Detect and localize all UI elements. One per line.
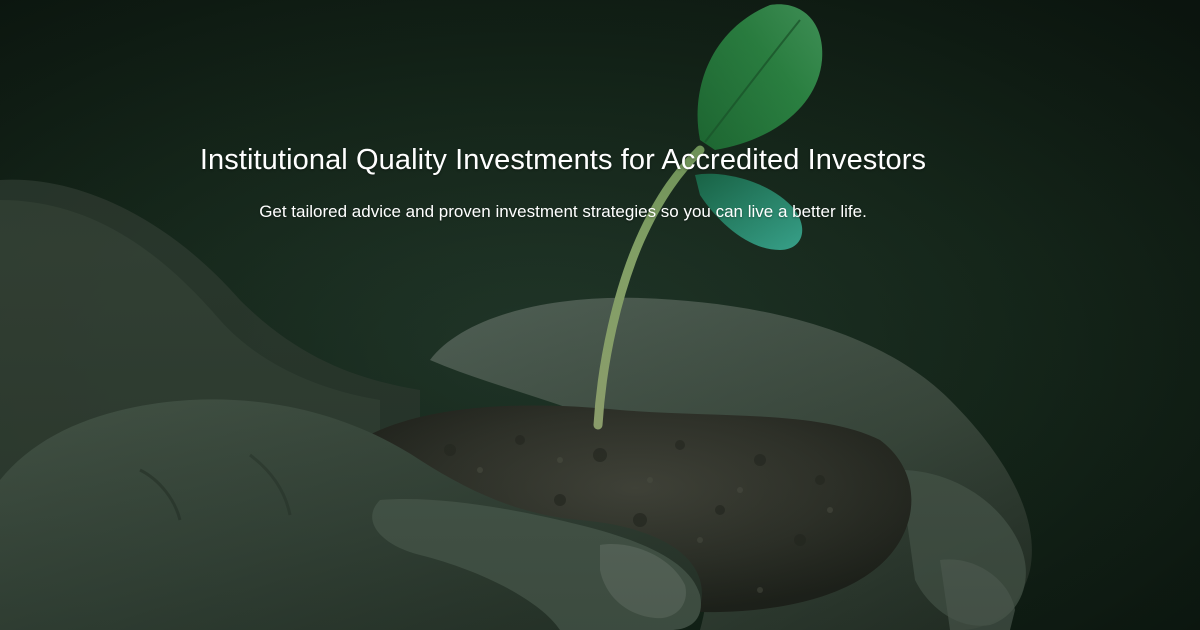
hero-headline: Institutional Quality Investments for Ac… (199, 144, 927, 176)
hero-subheadline: Get tailored advice and proven investmen… (259, 202, 867, 221)
